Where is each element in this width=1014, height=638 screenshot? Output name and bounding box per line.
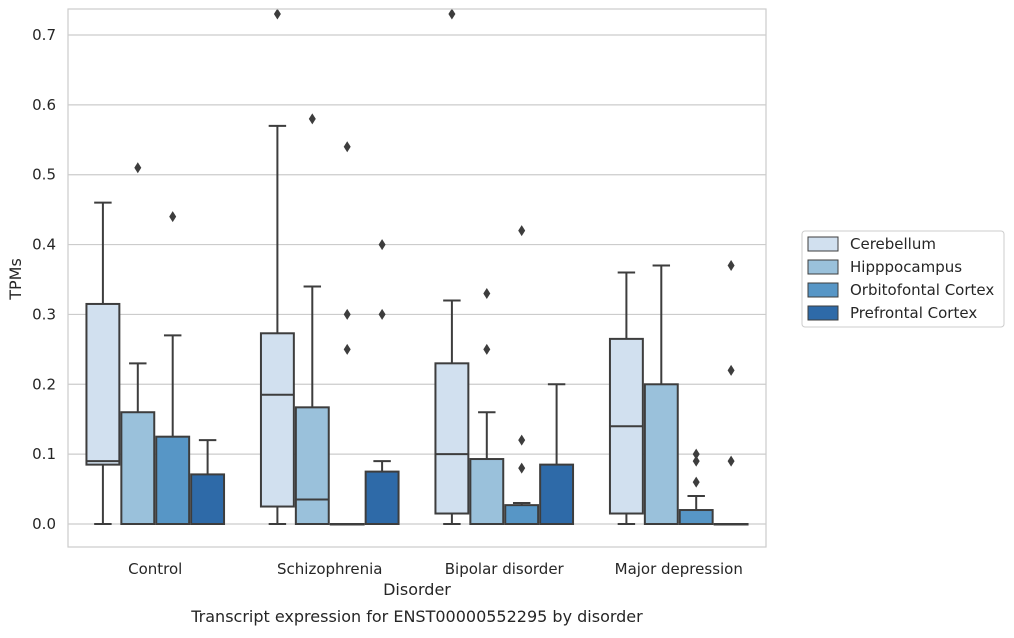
y-tick-label: 0.0 (32, 515, 56, 533)
legend-label: Prefrontal Cortex (850, 304, 977, 322)
outlier-point (692, 476, 700, 488)
box-cerebellum (85, 201, 121, 525)
outlier-point (727, 364, 735, 376)
outlier-point (343, 343, 351, 355)
x-axis-label: Disorder (383, 580, 451, 599)
box-orbitofontal-cortex (155, 211, 191, 525)
outlier-point (518, 434, 526, 446)
box-body (469, 458, 505, 526)
box-body (539, 463, 575, 525)
outlier-point (378, 308, 386, 320)
box-body (294, 406, 330, 525)
legend-label: Orbitofontal Cortex (850, 281, 994, 299)
legend-label: Cerebellum (850, 235, 936, 253)
y-tick-label: 0.2 (32, 375, 56, 393)
y-tick-label: 0.7 (32, 26, 56, 44)
legend-swatch (807, 305, 839, 321)
outlier-point (308, 113, 316, 125)
legend-label: Hipppocampus (850, 258, 962, 276)
outlier-point (518, 462, 526, 474)
outlier-point (448, 8, 456, 20)
box-cerebellum (608, 271, 644, 525)
y-tick-label: 0.1 (32, 445, 56, 463)
box-hipppocampus (294, 113, 330, 525)
box-prefrontal-cortex (539, 383, 575, 525)
box-body (120, 411, 156, 526)
outlier-point (727, 455, 735, 467)
box-hipppocampus (120, 162, 156, 526)
box-prefrontal-cortex (190, 439, 226, 525)
box-prefrontal-cortex (713, 260, 749, 526)
y-tick-label: 0.5 (32, 166, 56, 184)
box-orbitofontal-cortex (504, 225, 540, 526)
box-prefrontal-cortex (364, 239, 400, 526)
legend-frame (801, 230, 1005, 328)
outlier-point (169, 211, 177, 223)
box-body (85, 302, 121, 466)
legend-swatch (807, 282, 839, 298)
x-tick-label: Major depression (615, 560, 743, 578)
x-tick-label: Schizophrenia (277, 560, 382, 578)
x-tick-label: Control (128, 560, 182, 578)
box-body (259, 332, 295, 508)
y-axis-label: TPMs (6, 258, 25, 301)
legend: Cerebellum Hipppocampus Orbitofontal Corte… (801, 230, 1005, 328)
outlier-point (483, 343, 491, 355)
box-cerebellum (259, 8, 295, 525)
box-orbitofontal-cortex (678, 448, 714, 525)
outlier-point (343, 308, 351, 320)
plot-frame (67, 8, 767, 548)
outlier-point (343, 141, 351, 153)
box-layer (85, 8, 749, 526)
legend-swatch (807, 259, 839, 275)
box-body (434, 362, 470, 515)
outlier-point (134, 162, 142, 174)
box-body (643, 383, 679, 525)
outlier-point (483, 287, 491, 299)
outlier-point (692, 455, 700, 467)
y-tick-label: 0.6 (32, 96, 56, 114)
outlier-point (727, 260, 735, 272)
y-tick-labels: 0.0 0.1 0.2 0.3 0.4 0.5 0.6 0.7 (32, 26, 56, 533)
box-hipppocampus (469, 287, 505, 526)
box-hipppocampus (643, 264, 679, 525)
box-body (155, 435, 191, 525)
outlier-point (378, 239, 386, 251)
box-body (678, 509, 714, 525)
chart-caption: Transcript expression for ENST0000055229… (190, 607, 643, 626)
box-cerebellum (434, 8, 470, 525)
box-body (364, 470, 400, 526)
y-tick-label: 0.3 (32, 305, 56, 323)
box-body (504, 504, 540, 526)
x-tick-label: Bipolar disorder (445, 560, 565, 578)
box-orbitofontal-cortex (329, 141, 365, 526)
outlier-point (692, 448, 700, 460)
box-body (190, 473, 226, 525)
x-tick-labels: Control Schizophrenia Bipolar disorder Majo… (128, 560, 743, 578)
outlier-point (518, 225, 526, 237)
y-tick-label: 0.4 (32, 236, 56, 254)
outlier-point (273, 8, 281, 20)
legend-swatch (807, 236, 839, 252)
